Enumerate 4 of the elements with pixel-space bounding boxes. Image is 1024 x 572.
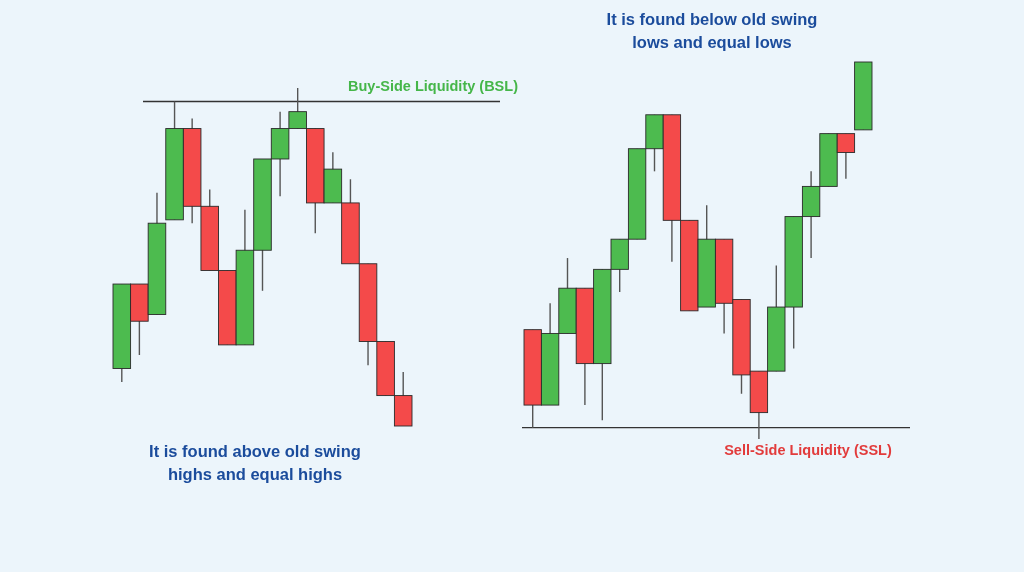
- ref-line-label: Sell-Side Liquidity (SSL): [724, 441, 892, 458]
- text: It is found below old swing lows and equal lows: [606, 10, 818, 51]
- ref-line-label: Buy-Side Liquidity (BSL): [348, 77, 519, 94]
- text: It is found above old swing highs and equal highs: [149, 442, 361, 483]
